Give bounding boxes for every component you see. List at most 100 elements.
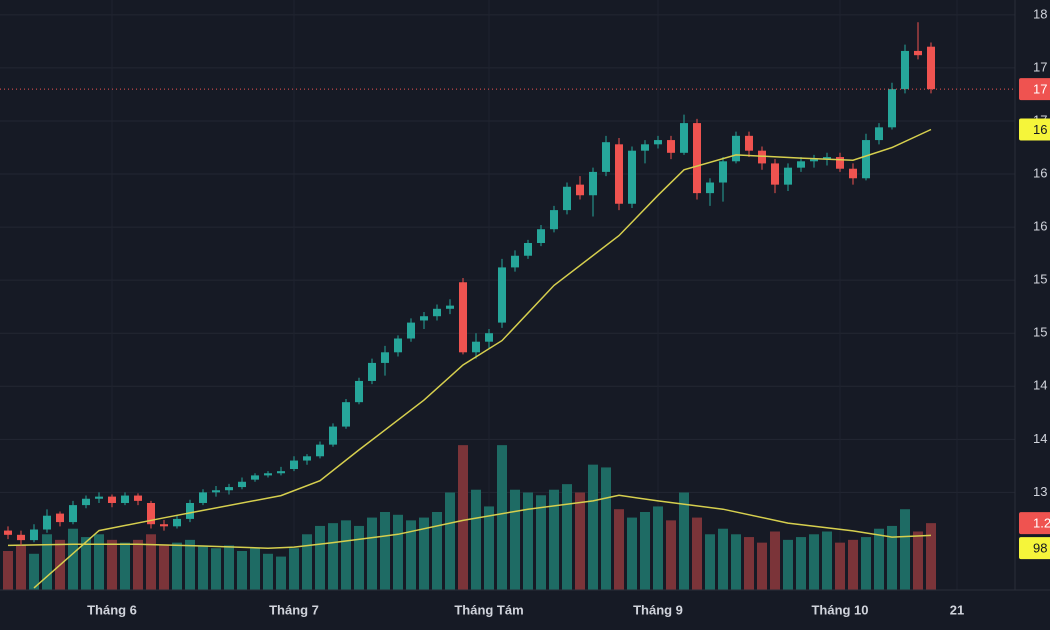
- y-tick-label: 15: [1033, 272, 1047, 287]
- candle-body: [706, 182, 714, 194]
- candle-body: [615, 144, 623, 204]
- candle-body: [17, 534, 25, 541]
- candle-body: [810, 159, 818, 162]
- candle-body: [420, 316, 428, 321]
- volume-bar: [887, 525, 897, 590]
- volume-bar: [731, 534, 741, 590]
- candle-body: [602, 142, 610, 172]
- candle-body: [875, 127, 883, 141]
- candle-body: [394, 338, 402, 353]
- candle-body: [342, 402, 350, 427]
- candle-body: [784, 167, 792, 185]
- candle-body: [225, 487, 233, 491]
- x-tick-label: 21: [950, 602, 964, 617]
- volume-bar: [848, 539, 858, 590]
- grid: [0, 14, 1015, 493]
- volume-bar: [302, 534, 312, 590]
- volume-bar: [796, 537, 806, 590]
- volume-bar: [822, 531, 832, 590]
- volume-bar: [783, 539, 793, 590]
- candle-body: [43, 515, 51, 530]
- volume-bar: [770, 531, 780, 590]
- candle-body: [732, 135, 740, 162]
- candle-body: [888, 89, 896, 128]
- volume-bar: [172, 542, 182, 590]
- volume-bar: [315, 525, 325, 590]
- candle-body: [355, 380, 363, 403]
- volume-bar: [835, 542, 845, 590]
- candle-body: [186, 502, 194, 519]
- volume-pane: [3, 445, 936, 590]
- candle-body: [563, 186, 571, 211]
- candle-body: [693, 123, 701, 194]
- candle-body: [56, 513, 64, 523]
- y-tick-label: 16: [1033, 165, 1047, 180]
- candle-body: [914, 50, 922, 56]
- volume-bar: [562, 484, 572, 590]
- volume-bar: [185, 539, 195, 590]
- y-tick-label: 15: [1033, 325, 1047, 340]
- axis-value-box: [1019, 537, 1050, 560]
- candle-body: [95, 496, 103, 499]
- volume-bar: [718, 528, 728, 590]
- candle-body: [628, 150, 636, 204]
- volume-bar: [861, 537, 871, 590]
- candle-body: [303, 456, 311, 461]
- candle-body: [433, 308, 441, 317]
- volume-bar: [406, 520, 416, 590]
- volume-bar: [900, 509, 910, 590]
- candle-body: [576, 184, 584, 196]
- candle-body: [82, 498, 90, 506]
- candle-body: [485, 333, 493, 342]
- candle-body: [641, 144, 649, 151]
- volume-bar: [198, 545, 208, 590]
- candle-body: [550, 210, 558, 230]
- volume-bar: [29, 553, 39, 590]
- candle-body: [4, 530, 12, 535]
- candle-body: [589, 171, 597, 196]
- volume-bar: [250, 548, 260, 590]
- volume-bar: [497, 445, 507, 590]
- volume-bar: [432, 512, 442, 590]
- volume-bar: [341, 520, 351, 590]
- candle-body: [264, 473, 272, 476]
- volume-bar: [523, 492, 533, 590]
- candle-body: [836, 157, 844, 169]
- candle-body: [251, 475, 259, 480]
- volume-bar: [211, 548, 221, 590]
- candle-body: [901, 50, 909, 90]
- candle-body: [147, 502, 155, 525]
- candle-body: [771, 163, 779, 185]
- volume-bar: [809, 534, 819, 590]
- candle-body: [134, 495, 142, 501]
- volume-bar: [224, 545, 234, 590]
- candle-body: [797, 161, 805, 168]
- candle-body: [459, 282, 467, 353]
- price-pane: [0, 22, 1015, 589]
- volume-bar: [81, 537, 91, 590]
- candle-body: [381, 352, 389, 363]
- volume-bar: [666, 520, 676, 590]
- volume-bar: [458, 445, 468, 590]
- volume-bar: [328, 523, 338, 590]
- volume-bar: [653, 506, 663, 590]
- axis-value-label: 16: [1033, 122, 1047, 137]
- volume-bar: [159, 545, 169, 590]
- volume-bar: [380, 512, 390, 590]
- candle-body: [238, 481, 246, 488]
- volume-bar: [237, 551, 247, 590]
- volume-bar: [549, 489, 559, 590]
- volume-bar: [588, 464, 598, 590]
- x-tick-label: Tháng 10: [811, 602, 868, 617]
- y-tick-label: 14: [1033, 431, 1047, 446]
- volume-bar: [614, 509, 624, 590]
- candle-body: [368, 362, 376, 381]
- volume-bar: [276, 556, 286, 590]
- candle-body: [199, 492, 207, 503]
- axis-value-label: 98: [1033, 541, 1047, 556]
- volume-bar: [471, 489, 481, 590]
- volume-bar: [120, 542, 130, 590]
- volume-bar: [289, 548, 299, 590]
- volume-bar: [68, 528, 78, 590]
- volume-bar: [445, 492, 455, 590]
